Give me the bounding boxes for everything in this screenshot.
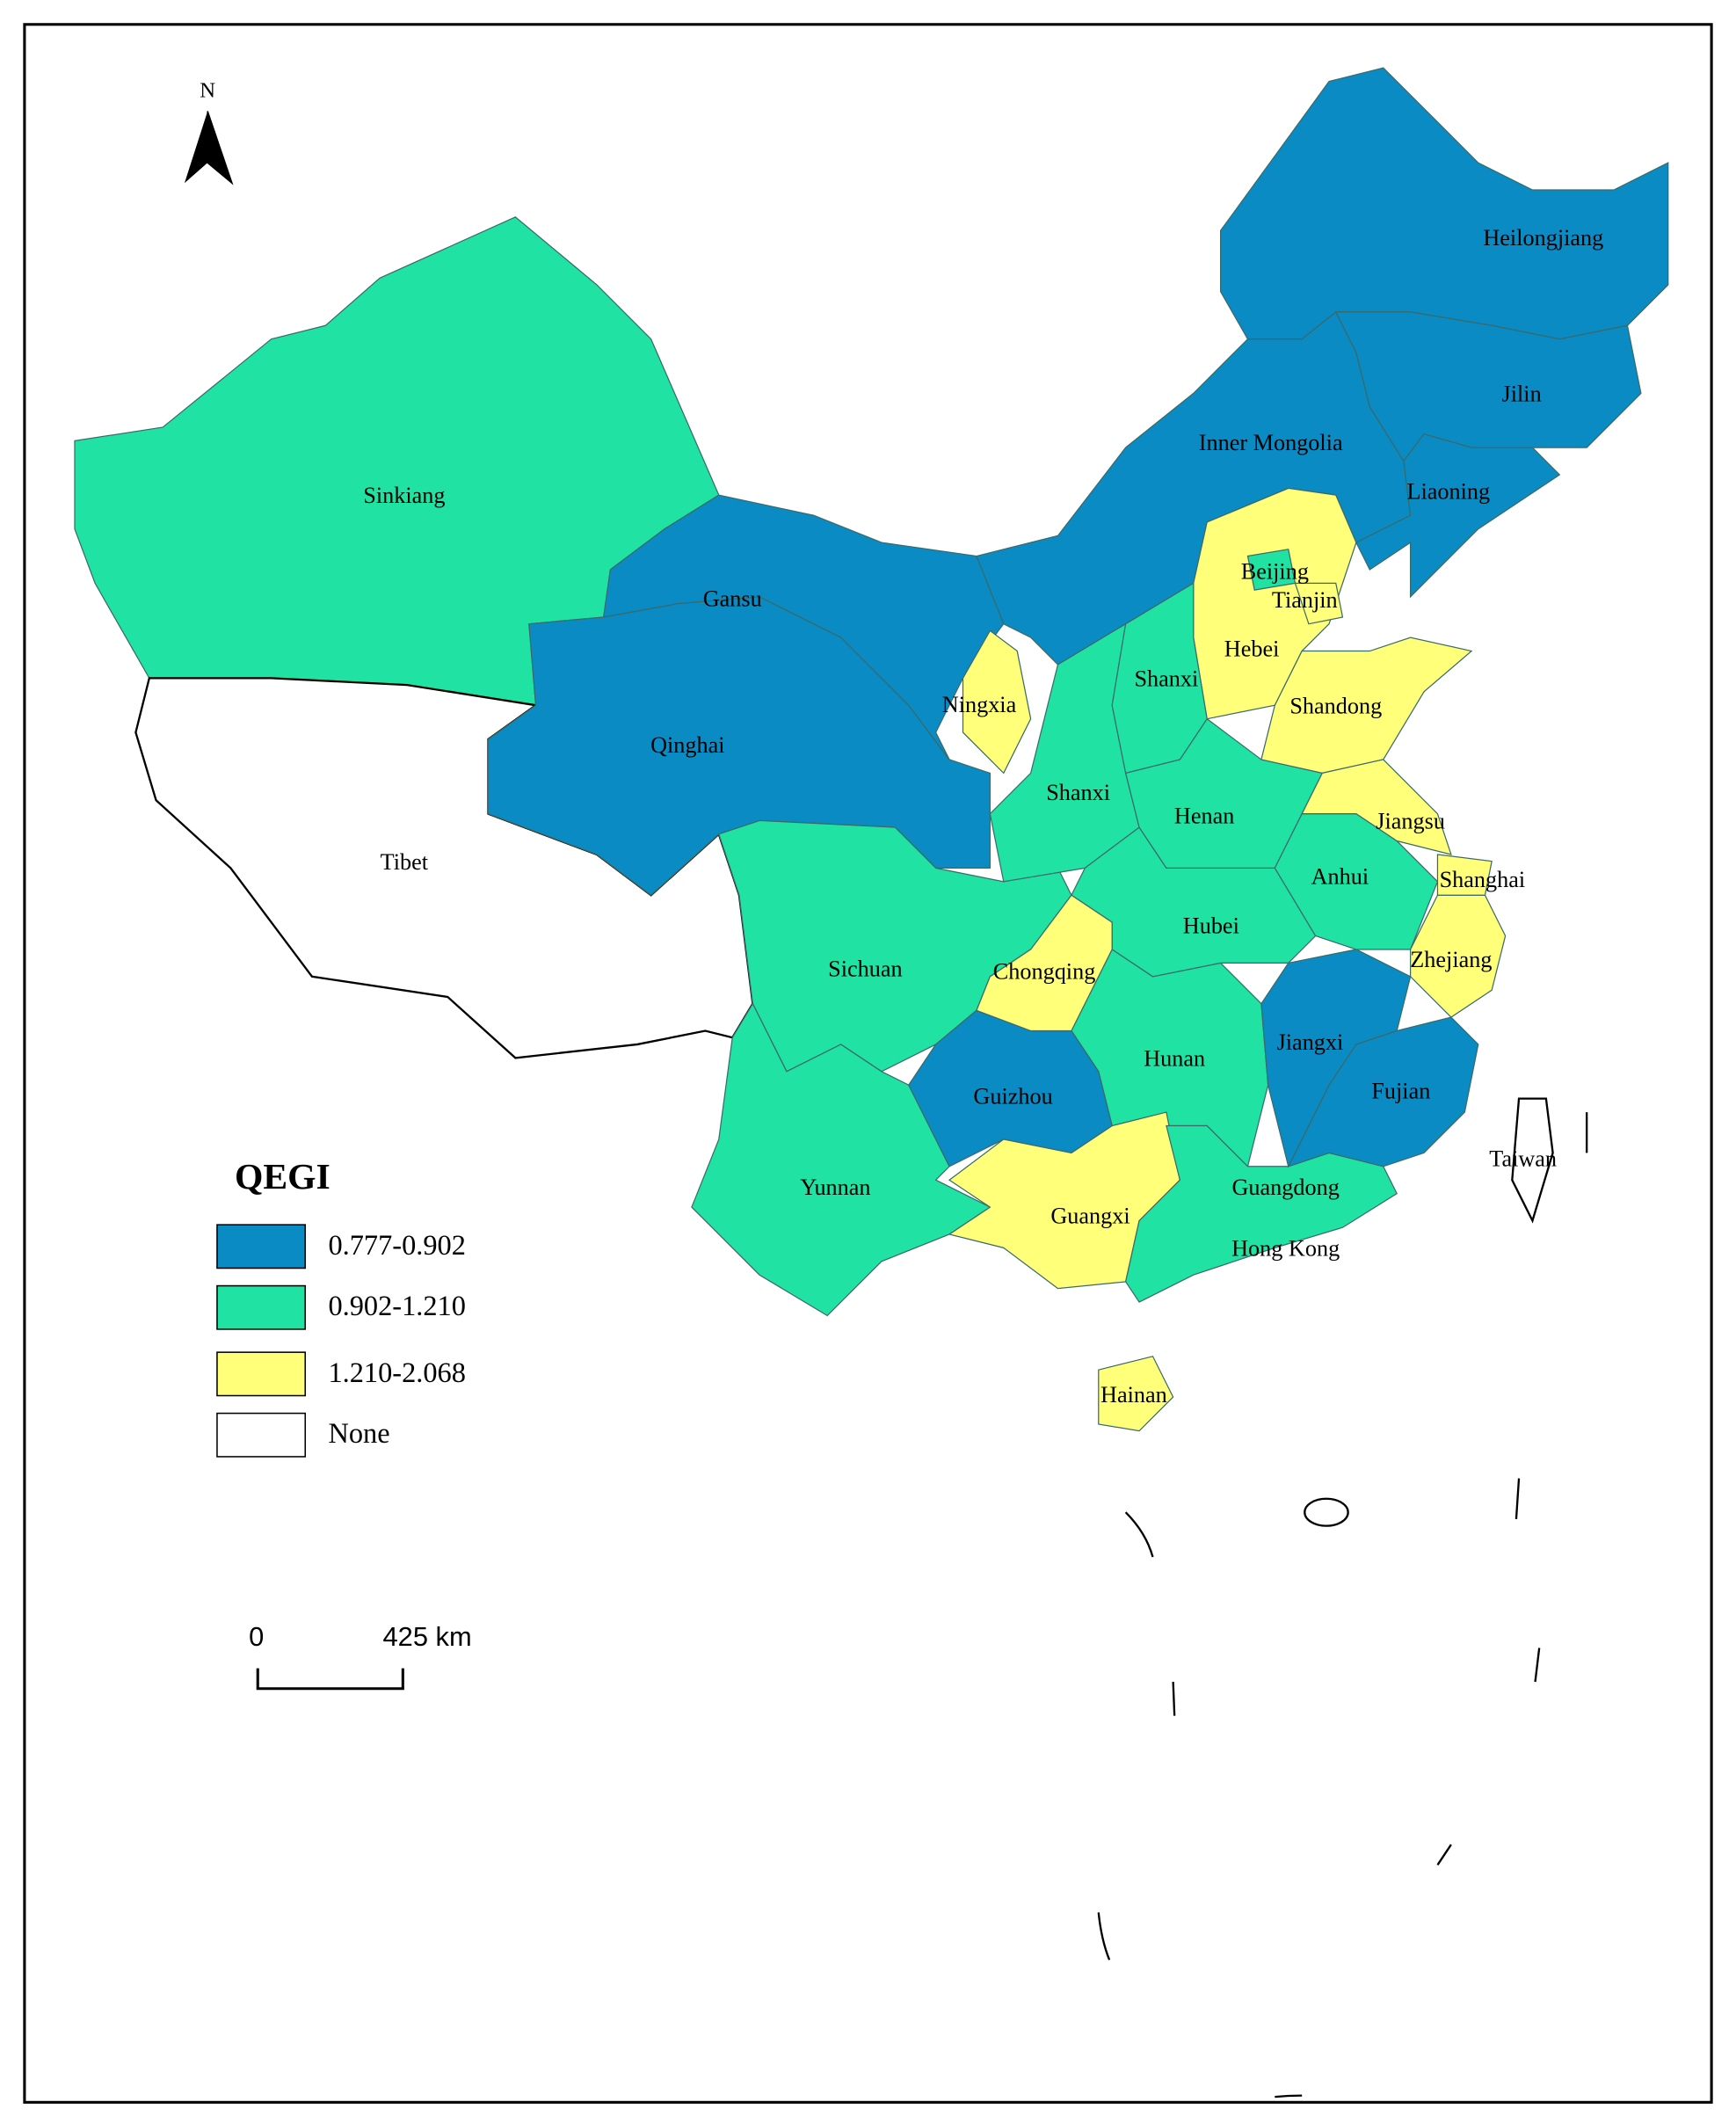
region-label: Hainan: [1100, 1382, 1167, 1408]
arrow-right: [207, 111, 234, 185]
region-label: Beijing: [1241, 559, 1309, 585]
island: [1304, 1497, 1349, 1527]
arrow-left: [184, 111, 208, 184]
region-label: Sinkiang: [363, 483, 445, 508]
region: [691, 1002, 991, 1317]
region-label: Qinghai: [650, 732, 724, 758]
region-label: Henan: [1174, 803, 1234, 828]
region-label: Shanxi: [1046, 780, 1110, 805]
region-label: Sichuan: [828, 957, 902, 982]
region-label: Inner Mongolia: [1199, 430, 1343, 455]
region-label: Hebei: [1224, 636, 1280, 662]
region: [1098, 1356, 1174, 1432]
scale-start: 0: [249, 1621, 264, 1652]
legend-label: 1.210-2.068: [328, 1357, 465, 1389]
region-label: Shanghai: [1440, 867, 1526, 892]
sea-boundary: [1097, 1112, 1588, 2099]
region-label: Chongqing: [993, 959, 1096, 985]
region-label: Tibet: [381, 849, 429, 875]
region-label: Heilongjiang: [1483, 225, 1603, 251]
region: [1294, 582, 1344, 625]
region: [1511, 1097, 1554, 1224]
legend-swatch: [216, 1412, 307, 1458]
region: [962, 629, 1032, 775]
region-label: Jiangxi: [1277, 1029, 1344, 1055]
region-label: Fujian: [1371, 1078, 1430, 1103]
legend-label: None: [328, 1418, 389, 1450]
region-label: Jilin: [1502, 382, 1542, 407]
region-label: Zhejiang: [1410, 947, 1492, 972]
region-label: Hubei: [1183, 913, 1239, 938]
regions: [74, 67, 1669, 1432]
legend-swatch: [216, 1351, 307, 1397]
legend-label: 0.777-0.902: [328, 1230, 465, 1262]
region: [1301, 759, 1452, 855]
region: [976, 894, 1113, 1032]
region: [1260, 949, 1412, 1168]
region-label: Liaoning: [1406, 479, 1490, 505]
region-label: Guangxi: [1050, 1203, 1129, 1228]
scale-line: [256, 1668, 404, 1691]
region-label: Anhui: [1311, 864, 1369, 890]
region: [1111, 582, 1208, 775]
region-label: Gansu: [703, 586, 762, 611]
region-label: Ningxia: [942, 692, 1017, 717]
region-label: Shanxi: [1134, 666, 1198, 691]
region: [1355, 433, 1561, 599]
legend-swatch: [216, 1224, 307, 1269]
region: [1124, 1124, 1398, 1303]
region: [1260, 636, 1473, 775]
region-label: Guizhou: [973, 1084, 1052, 1109]
region-label: Shandong: [1289, 693, 1382, 718]
north-label: N: [200, 79, 215, 103]
legend-title: QEGI: [235, 1157, 330, 1197]
region-label: Guangdong: [1232, 1175, 1340, 1200]
region: [602, 494, 1005, 760]
region-label: Jiangsu: [1376, 808, 1445, 833]
region-labels: Gansu Qinghai Inner Mongolia Heilongjiang Ji…: [363, 225, 1603, 1408]
legend-label: 0.902-1.210: [328, 1291, 465, 1322]
scale-bar: 0 425 km: [249, 1621, 472, 1691]
region-label: Yunnan: [800, 1175, 870, 1200]
scale-end: 425 km: [383, 1621, 472, 1652]
legend-swatch: [216, 1284, 307, 1330]
islands: [1097, 1112, 1588, 2099]
region-label: Tianjin: [1272, 587, 1338, 613]
north-arrow: N: [184, 79, 234, 185]
legend: QEGI 0.777-0.902 0.902-1.210 1.210-2.068 No…: [216, 1157, 466, 1458]
region-label: Hong Kong: [1231, 1235, 1340, 1261]
region-label: Taiwan: [1489, 1146, 1557, 1172]
region: [1436, 854, 1493, 896]
region-label: Hunan: [1144, 1045, 1205, 1071]
